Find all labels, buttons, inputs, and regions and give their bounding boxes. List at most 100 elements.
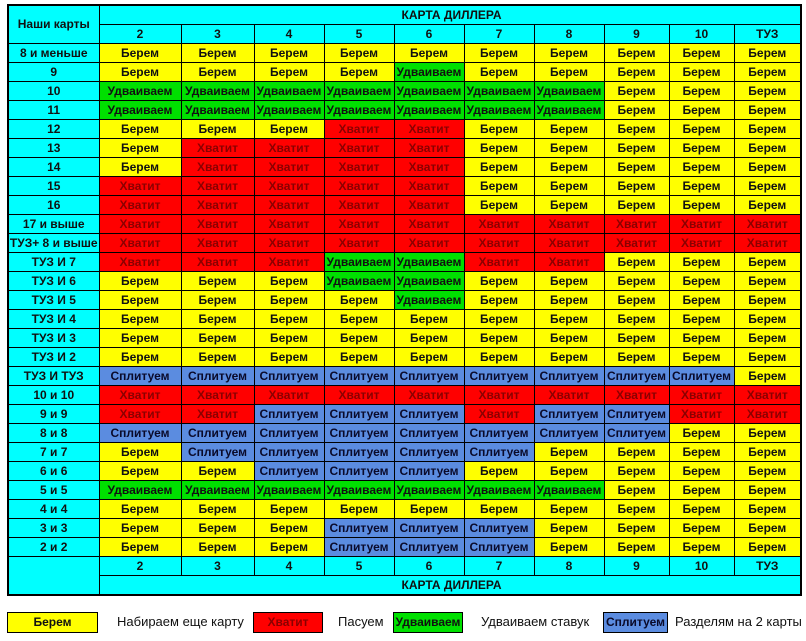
legend-description: Разделям на 2 карты: [675, 614, 802, 629]
action-cell: Сплитуем: [393, 404, 465, 424]
table-row: 14 Берем Хватит Хватит Хватит Хватит Берем Бере…: [7, 157, 802, 177]
action-cell: Берем: [253, 309, 325, 329]
action-cell: Берем: [733, 480, 802, 500]
top-dealer-card-9: ТУЗ: [733, 24, 802, 44]
action-cell: Берем: [253, 119, 325, 139]
action-cell: Берем: [98, 347, 182, 367]
action-cell: Берем: [733, 62, 802, 82]
top-dealer-card-2: 4: [253, 24, 325, 44]
action-cell: Берем: [463, 176, 535, 196]
action-cell: Берем: [98, 518, 182, 538]
action-cell: Берем: [463, 119, 535, 139]
action-cell: Хватит: [668, 214, 735, 234]
action-cell: Берем: [733, 290, 802, 310]
action-cell: Берем: [733, 347, 802, 367]
hand-label: 12: [7, 119, 100, 139]
action-cell: Берем: [603, 157, 670, 177]
action-cell: Берем: [733, 43, 802, 63]
hand-label: 10 и 10: [7, 385, 100, 405]
action-cell: Хватит: [733, 404, 802, 424]
action-cell: Сплитуем: [463, 442, 535, 462]
action-cell: Удваиваем: [393, 480, 465, 500]
table-row: 8 и 8 Сплитуем Сплитуем Сплитуем Сплитуем Спл…: [7, 423, 802, 443]
action-cell: Берем: [98, 43, 182, 63]
hand-label: 9: [7, 62, 100, 82]
action-cell: Берем: [668, 62, 735, 82]
action-cell: Хватит: [180, 385, 255, 405]
table-row: 11 Удваиваем Удваиваем Удваиваем Удваиваем Уд…: [7, 100, 802, 120]
action-cell: Берем: [253, 271, 325, 291]
action-cell: Берем: [463, 271, 535, 291]
table-row: ТУЗ И 4 Берем Берем Берем Берем Берем Берем Бер…: [7, 309, 802, 329]
legend-swatch: Сплитуем: [603, 612, 668, 633]
legend-description: Пасуем: [338, 614, 384, 629]
action-cell: Берем: [463, 461, 535, 481]
action-cell: Удваиваем: [393, 290, 465, 310]
action-cell: Берем: [180, 290, 255, 310]
action-cell: Хватит: [393, 119, 465, 139]
dealer-card-footer: КАРТА ДИЛЛЕРА: [98, 575, 802, 596]
top-dealer-card-7: 9: [603, 24, 670, 44]
hand-label: 13: [7, 138, 100, 158]
action-cell: Берем: [253, 43, 325, 63]
hand-label: ТУЗ И 6: [7, 271, 100, 291]
action-cell: Берем: [180, 518, 255, 538]
action-cell: Берем: [668, 43, 735, 63]
action-cell: Берем: [180, 499, 255, 519]
action-cell: Берем: [603, 518, 670, 538]
action-cell: Хватит: [393, 233, 465, 253]
action-cell: Удваиваем: [463, 100, 535, 120]
action-cell: Хватит: [533, 252, 605, 272]
action-cell: Берем: [533, 518, 605, 538]
action-cell: Сплитуем: [323, 518, 395, 538]
table-row: 16 Хватит Хватит Хватит Хватит Хватит Берем Бер…: [7, 195, 802, 215]
action-cell: Хватит: [463, 385, 535, 405]
action-cell: Берем: [180, 537, 255, 557]
action-cell: Сплитуем: [323, 366, 395, 386]
action-cell: Берем: [603, 119, 670, 139]
action-cell: Хватит: [323, 138, 395, 158]
action-cell: Хватит: [463, 214, 535, 234]
action-cell: Берем: [98, 328, 182, 348]
action-cell: Берем: [733, 195, 802, 215]
action-cell: Берем: [533, 119, 605, 139]
table-row: 8 и меньше Берем Берем Берем Берем Берем Берем…: [7, 43, 802, 63]
action-cell: Берем: [668, 271, 735, 291]
action-cell: Берем: [603, 480, 670, 500]
action-cell: Хватит: [180, 157, 255, 177]
action-cell: Удваиваем: [253, 81, 325, 101]
action-cell: Сплитуем: [253, 423, 325, 443]
action-cell: Хватит: [253, 233, 325, 253]
action-cell: Берем: [533, 43, 605, 63]
action-cell: Берем: [603, 271, 670, 291]
action-cell: Берем: [98, 309, 182, 329]
action-cell: Берем: [180, 43, 255, 63]
action-cell: Хватит: [98, 252, 182, 272]
action-cell: Берем: [533, 537, 605, 557]
action-cell: Берем: [180, 347, 255, 367]
action-cell: Берем: [98, 157, 182, 177]
action-cell: Хватит: [180, 214, 255, 234]
action-cell: Берем: [733, 366, 802, 386]
top-dealer-card-5: 7: [463, 24, 535, 44]
action-cell: Сплитуем: [533, 404, 605, 424]
action-cell: Хватит: [323, 385, 395, 405]
hand-label: 8 и меньше: [7, 43, 100, 63]
action-cell: Хватит: [463, 233, 535, 253]
action-cell: Сплитуем: [323, 537, 395, 557]
action-cell: Сплитуем: [393, 366, 465, 386]
action-cell: Берем: [180, 271, 255, 291]
action-cell: Хватит: [533, 385, 605, 405]
action-cell: Берем: [463, 62, 535, 82]
top-dealer-card-6: 8: [533, 24, 605, 44]
top-dealer-card-1: 3: [180, 24, 255, 44]
action-cell: Берем: [603, 499, 670, 519]
action-cell: Хватит: [603, 385, 670, 405]
action-cell: Берем: [533, 347, 605, 367]
action-cell: Берем: [98, 442, 182, 462]
table-row: 15 Хватит Хватит Хватит Хватит Хватит Берем Бер…: [7, 176, 802, 196]
action-cell: Удваиваем: [98, 100, 182, 120]
bottom-dealer-card-5: 7: [463, 556, 535, 576]
table-row: 6 и 6 Берем Берем Сплитуем Сплитуем Сплитуем Б…: [7, 461, 802, 481]
legend-swatch: Хватит: [253, 612, 323, 633]
